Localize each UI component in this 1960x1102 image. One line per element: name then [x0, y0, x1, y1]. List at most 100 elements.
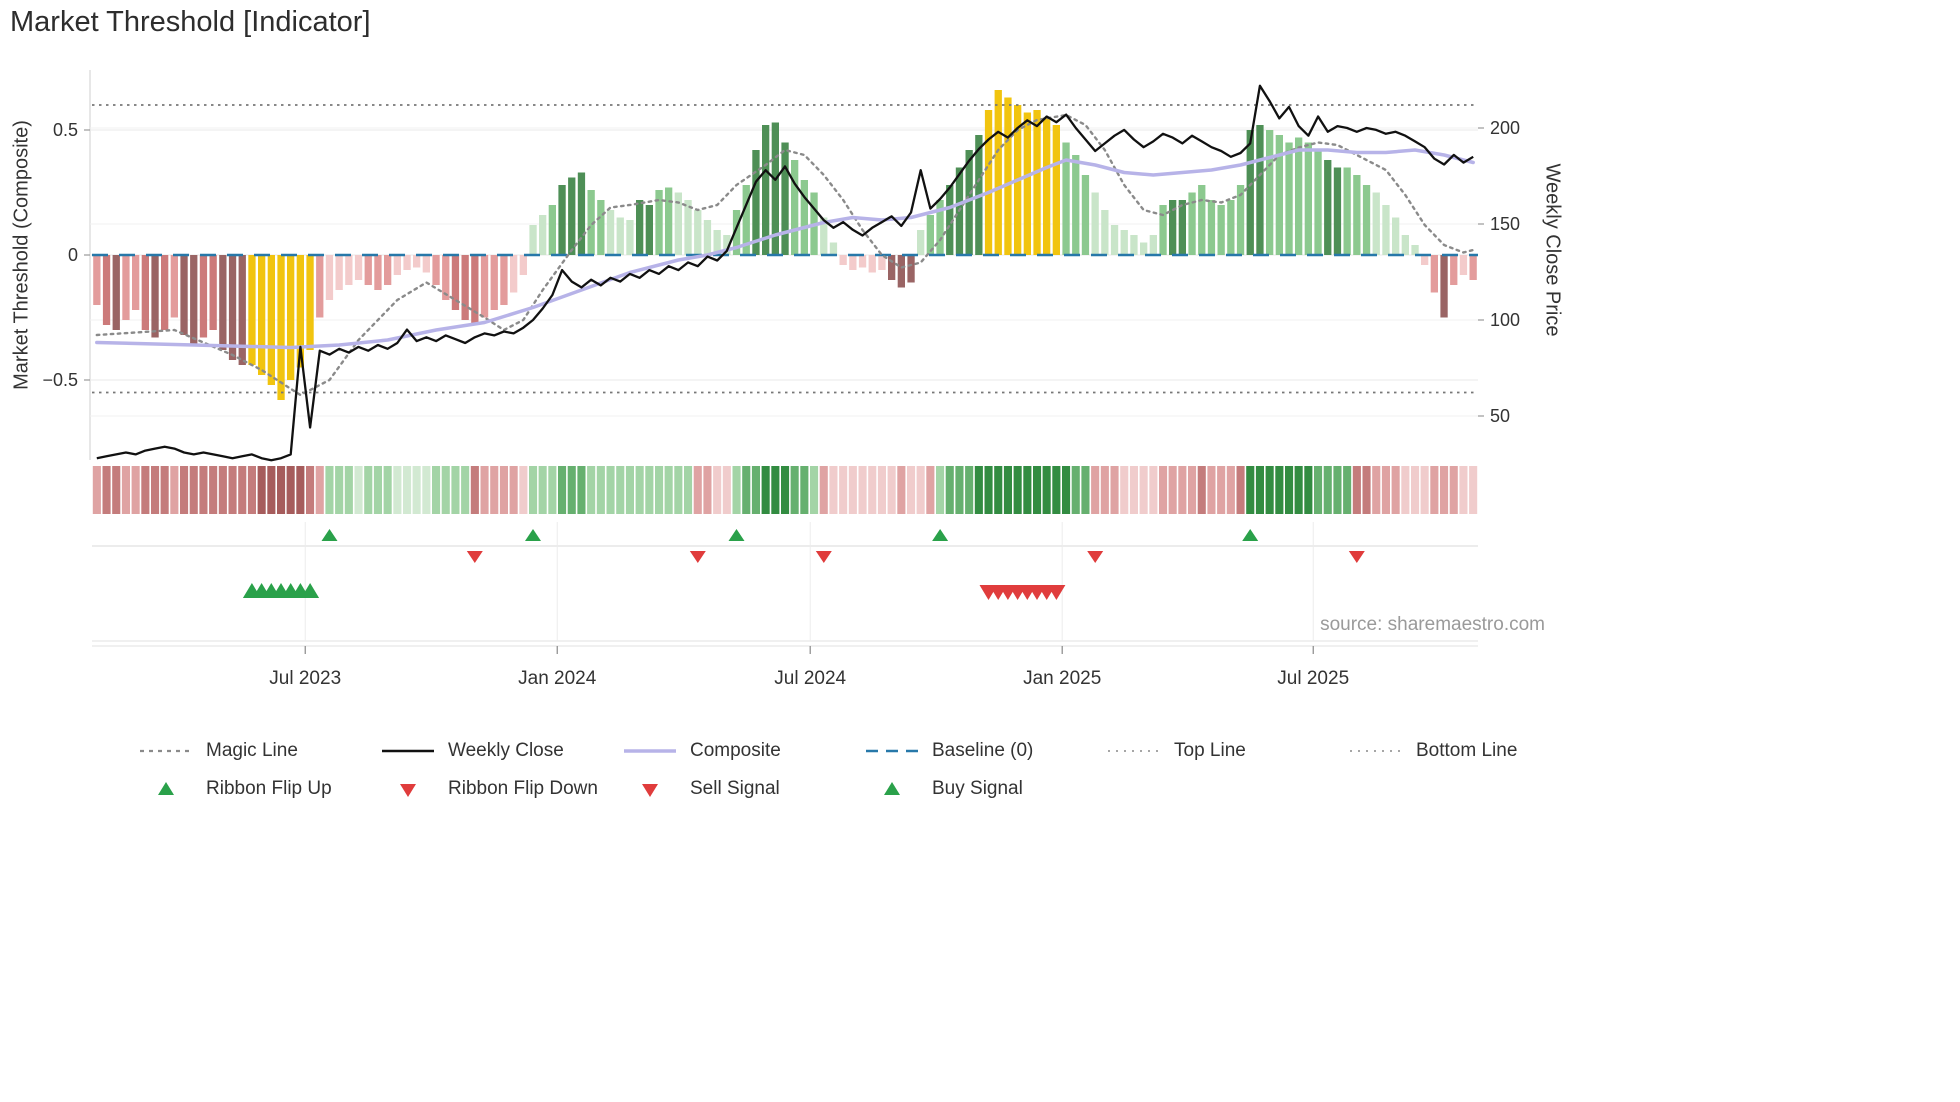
ribbon-cell: [432, 466, 441, 514]
ribbon-cell: [771, 466, 780, 514]
ribbon-cell: [1275, 466, 1284, 514]
magic-line-line-sample: [140, 749, 192, 753]
threshold-bar: [791, 160, 799, 255]
top-line-line-sample: [1108, 750, 1160, 752]
threshold-bar: [1110, 225, 1119, 255]
composite-line: [95, 148, 1475, 350]
threshold-bar: [839, 255, 847, 265]
threshold-bar: [897, 255, 905, 288]
threshold-bar: [461, 255, 469, 320]
ribbon-cell: [868, 466, 877, 514]
ribbon-cell: [1401, 466, 1410, 514]
ribbon-cell: [916, 466, 925, 514]
ribbon-cell: [296, 466, 305, 514]
ribbon-cell: [1149, 466, 1158, 514]
ribbon-cell: [790, 466, 799, 514]
threshold-bar: [1198, 185, 1206, 255]
ribbon-cell: [1023, 466, 1032, 514]
ribbon-cell: [1362, 466, 1371, 514]
threshold-bar: [480, 255, 489, 318]
legend-label: Baseline (0): [932, 740, 1034, 761]
threshold-bar: [296, 255, 304, 368]
legend-triangle: [642, 784, 658, 797]
threshold-bar: [820, 217, 828, 255]
composite-line-sample: [624, 749, 676, 753]
ribbon-cell: [1236, 466, 1245, 514]
threshold-bar: [1033, 110, 1041, 255]
ribbon-cell: [1255, 466, 1264, 514]
legend-label: Weekly Close: [448, 740, 564, 761]
threshold-bar: [1285, 142, 1293, 255]
threshold-bar: [112, 255, 120, 330]
threshold-bar: [878, 255, 886, 270]
ribbon-cell: [267, 466, 276, 514]
threshold-bar: [325, 255, 334, 300]
threshold-bar: [471, 255, 479, 325]
threshold-bar: [1430, 255, 1438, 293]
ribbon-cell: [965, 466, 974, 514]
threshold-bar: [422, 255, 430, 273]
left-axis-title: Market Threshold (Composite): [10, 120, 33, 390]
ribbon-cell: [1178, 466, 1187, 514]
threshold-bar: [1246, 130, 1254, 255]
x-tick-label: Jan 2025: [1023, 668, 1101, 689]
threshold-bar: [645, 205, 653, 255]
threshold-bar: [1392, 217, 1400, 255]
ribbon-cell: [926, 466, 935, 514]
ribbon-cell: [470, 466, 479, 514]
threshold-bar: [190, 255, 198, 345]
x-tick-label: Jul 2023: [269, 668, 341, 689]
legend-item-baseline-0: Baseline (0): [864, 740, 1106, 762]
ribbon-cell: [238, 466, 247, 514]
ribbon-cell: [645, 466, 654, 514]
legend-item-ribbon-flip-up: Ribbon Flip Up: [138, 778, 380, 800]
threshold-bar: [1072, 155, 1080, 255]
threshold-bar: [316, 255, 324, 318]
threshold-bar: [151, 255, 159, 338]
ribbon-cell: [1110, 466, 1119, 514]
ribbon-flip-down-marker: [466, 551, 483, 563]
ribbon-cell: [1217, 466, 1226, 514]
threshold-bar: [752, 150, 760, 255]
ribbon-cell: [732, 466, 741, 514]
indicator-chart-svg: 0.5 0 −0.5 200 150 100 50 Jul 2023 Jan 2024 Jul 2…: [42, 70, 1520, 689]
ribbon-cell: [160, 466, 169, 514]
threshold-bar: [742, 185, 750, 255]
ribbon-cell: [684, 466, 693, 514]
threshold-bar: [684, 200, 692, 255]
legend-item-top-line: Top Line: [1106, 740, 1348, 762]
ribbon-cell: [577, 466, 586, 514]
threshold-bar: [287, 255, 295, 380]
ribbon-cell: [403, 466, 412, 514]
ribbon-cell: [490, 466, 499, 514]
threshold-bar: [354, 255, 363, 280]
threshold-bar: [587, 190, 595, 255]
ribbon-cell: [1333, 466, 1342, 514]
ribbon-cell: [1100, 466, 1109, 514]
threshold-bar: [732, 210, 741, 255]
ribbon-cell: [1207, 466, 1216, 514]
buy-signal-triangle-up-icon: [884, 782, 900, 795]
ribbon-cell: [587, 466, 596, 514]
ribbon-cell: [1091, 466, 1100, 514]
ribbon-cell: [441, 466, 450, 514]
threshold-bar: [1081, 175, 1090, 255]
ribbon-cell: [751, 466, 760, 514]
ribbon-cell: [1314, 466, 1323, 514]
ribbon-cell: [1062, 466, 1071, 514]
ribbon-cell: [344, 466, 353, 514]
ribbon-cell: [373, 466, 382, 514]
ribbon-cell: [810, 466, 819, 514]
threshold-bar: [393, 255, 401, 275]
ribbon-cell: [1265, 466, 1274, 514]
ribbon-flip-up-marker: [728, 529, 745, 541]
ribbon-cell: [1381, 466, 1390, 514]
threshold-bar: [529, 225, 537, 255]
threshold-bar: [451, 255, 460, 310]
threshold-bar: [665, 187, 673, 255]
ribbon-cell: [1343, 466, 1352, 514]
threshold-bar: [384, 255, 392, 285]
ribbon-cell: [819, 466, 828, 514]
threshold-bar: [403, 255, 411, 270]
ribbon-cell: [199, 466, 208, 514]
